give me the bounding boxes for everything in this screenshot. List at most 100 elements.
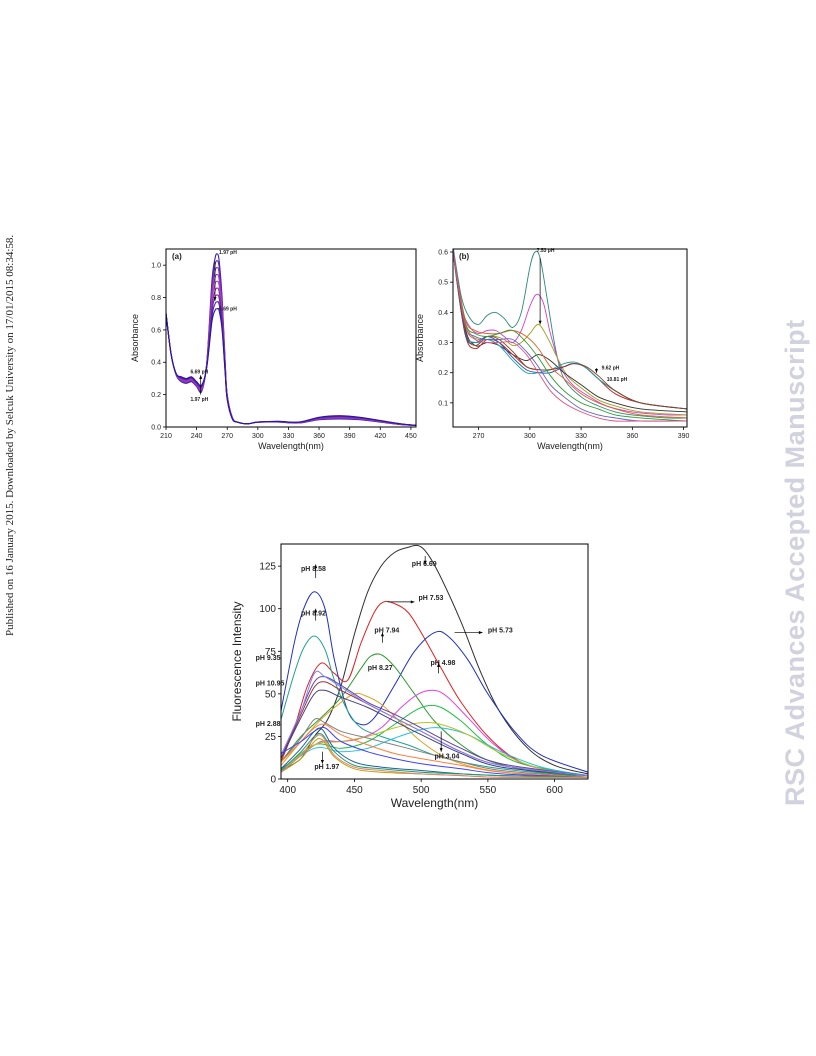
series-line bbox=[281, 635, 588, 777]
annotation-label: pH 1.97 bbox=[314, 764, 339, 771]
series-line bbox=[281, 600, 588, 777]
y-tick-label: 0.5 bbox=[438, 280, 448, 287]
x-tick-label: 360 bbox=[313, 433, 325, 440]
arrow-head bbox=[423, 560, 427, 565]
plot-frame bbox=[280, 543, 589, 780]
series-line bbox=[281, 718, 588, 778]
arrow-head bbox=[436, 663, 441, 667]
series-line bbox=[453, 251, 687, 419]
panel-label: (b) bbox=[459, 252, 470, 261]
x-tick-label: 390 bbox=[344, 433, 356, 440]
series-group bbox=[281, 544, 588, 778]
x-tick-label: 360 bbox=[626, 433, 638, 440]
x-tick-label: 300 bbox=[252, 433, 264, 440]
annotation-label: pH 5.73 bbox=[488, 628, 513, 635]
series-line bbox=[453, 251, 687, 416]
y-tick-label: 0.3 bbox=[438, 340, 448, 347]
y-tick-label: 1.0 bbox=[151, 263, 161, 270]
x-tick-label: 300 bbox=[524, 433, 536, 440]
series-line bbox=[281, 723, 588, 778]
x-tick-label: 450 bbox=[346, 785, 363, 796]
y-tick-label: 0.8 bbox=[151, 295, 161, 302]
x-tick-label: 330 bbox=[575, 433, 587, 440]
y-axis-label: Fluorescence Intensity bbox=[230, 601, 244, 721]
y-tick-label: 0.2 bbox=[151, 392, 161, 399]
annotation-label: pH 3.04 bbox=[435, 754, 460, 761]
y-axis-label: Absorbance bbox=[130, 314, 140, 362]
y-tick-label: 0.6 bbox=[151, 327, 161, 334]
arrow-head bbox=[314, 564, 318, 569]
series-line bbox=[281, 676, 588, 777]
annotation-label: pH 8.92 bbox=[301, 611, 326, 618]
x-tick-label: 270 bbox=[473, 433, 485, 440]
arrow-head bbox=[410, 600, 415, 604]
series-line bbox=[281, 722, 588, 777]
series-line bbox=[453, 251, 687, 422]
series-line bbox=[281, 726, 588, 778]
annotation-label: pH 4.98 bbox=[430, 660, 455, 667]
annotation-label: pH 8.27 bbox=[368, 665, 393, 672]
annotation-label: 7.53 pH bbox=[537, 248, 555, 254]
x-tick-label: 420 bbox=[374, 433, 386, 440]
annotation-label: 6.69 pH bbox=[219, 306, 237, 312]
x-tick-label: 400 bbox=[279, 785, 296, 796]
annotation-label: pH 9.35 bbox=[256, 655, 281, 662]
arrow-head bbox=[594, 369, 599, 373]
x-tick-label: 210 bbox=[160, 433, 172, 440]
annotation-label: 6.69 pH bbox=[190, 370, 208, 376]
y-tick-label: 75 bbox=[265, 647, 277, 658]
series-line bbox=[166, 307, 416, 426]
y-axis-label: Absorbance bbox=[415, 314, 425, 362]
arrow-head bbox=[478, 630, 483, 635]
x-tick-label: 450 bbox=[405, 433, 417, 440]
arrow-head bbox=[439, 748, 443, 752]
annotation-label: pH 2.88 bbox=[256, 721, 281, 728]
series-line bbox=[453, 251, 687, 410]
series-line bbox=[281, 734, 588, 778]
y-tick-label: 25 bbox=[265, 732, 277, 743]
x-tick-label: 550 bbox=[480, 785, 497, 796]
arrow-head bbox=[320, 759, 324, 764]
plot-frame bbox=[452, 248, 688, 428]
x-tick-label: 270 bbox=[221, 433, 233, 440]
annotation-label: pH 6.69 bbox=[412, 561, 437, 568]
annotation-label: 1.97 pH bbox=[219, 250, 237, 256]
y-tick-label: 50 bbox=[265, 689, 277, 700]
panel-label: (a) bbox=[172, 252, 182, 261]
arrow-head bbox=[314, 608, 318, 613]
x-axis-label: Wavelength(nm) bbox=[391, 796, 479, 810]
annotation-label: 10.81 pH bbox=[607, 377, 628, 383]
annotation-label: 9.62 pH bbox=[602, 366, 620, 372]
y-tick-label: 0.2 bbox=[438, 370, 448, 377]
y-tick-label: 0.4 bbox=[438, 310, 448, 317]
series-line bbox=[281, 689, 588, 777]
annotation-label: pH 10.95 bbox=[256, 680, 285, 687]
y-tick-label: 100 bbox=[259, 604, 276, 615]
series-line bbox=[453, 251, 687, 422]
annotation-label: 1.97 pH bbox=[190, 397, 208, 403]
series-line bbox=[281, 670, 588, 777]
series-line bbox=[453, 251, 687, 413]
annotation-label: pH 8.58 bbox=[301, 566, 326, 573]
x-tick-label: 240 bbox=[191, 433, 203, 440]
x-axis-label: Wavelength(nm) bbox=[258, 441, 324, 451]
series-line bbox=[281, 732, 588, 778]
annotation-label: pH 7.53 bbox=[418, 595, 443, 602]
plot-frame bbox=[165, 248, 417, 428]
series-line bbox=[453, 251, 687, 422]
series-line bbox=[453, 249, 687, 419]
y-tick-label: 0.1 bbox=[438, 400, 448, 407]
y-tick-label: 0.6 bbox=[438, 249, 448, 256]
x-tick-label: 500 bbox=[413, 785, 430, 796]
series-line bbox=[281, 689, 588, 777]
arrow-head bbox=[380, 632, 385, 637]
x-tick-label: 600 bbox=[546, 785, 563, 796]
y-tick-label: 0.4 bbox=[151, 360, 161, 367]
arrow-head bbox=[199, 375, 203, 379]
series-line bbox=[281, 692, 588, 778]
annotation-label: pH 7.94 bbox=[374, 628, 399, 635]
